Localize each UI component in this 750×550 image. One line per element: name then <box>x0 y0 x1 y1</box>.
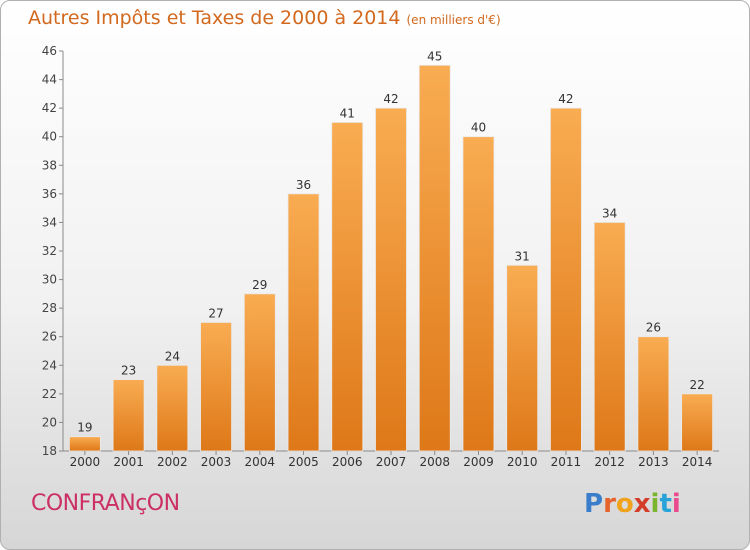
bar-value-label: 36 <box>296 178 311 192</box>
bar <box>375 107 407 452</box>
logo-letter: P <box>584 489 604 519</box>
bar-value-label: 41 <box>340 106 355 120</box>
bar <box>68 436 101 452</box>
commune-name: CONFRANçON <box>31 491 180 516</box>
bar-value-label: 34 <box>602 206 617 220</box>
bar <box>112 379 145 452</box>
x-tick-label: 2001 <box>113 455 144 469</box>
y-tick-label: 36 <box>42 187 57 201</box>
x-tick-label: 2008 <box>419 455 450 469</box>
bar <box>506 264 539 452</box>
y-tick-label: 34 <box>42 215 57 229</box>
bar <box>462 136 495 452</box>
y-tick-label: 30 <box>42 273 57 287</box>
logo-letter: r <box>603 489 616 519</box>
chart-title: Autres Impôts et Taxes de 2000 à 2014 (en… <box>28 7 501 29</box>
y-tick-label: 44 <box>42 73 57 87</box>
y-tick-label: 32 <box>42 244 57 258</box>
bar <box>593 222 626 452</box>
logo-letter: x <box>633 489 651 519</box>
bar <box>418 64 451 452</box>
bar-value-label: 42 <box>383 92 398 106</box>
y-tick-label: 28 <box>42 301 57 315</box>
bar <box>681 393 714 452</box>
bar-value-label: 26 <box>646 321 661 335</box>
bar-value-label: 45 <box>427 49 442 63</box>
y-tick-label: 20 <box>42 415 57 429</box>
logo-letter: o <box>615 489 634 519</box>
x-tick-label: 2013 <box>638 455 669 469</box>
bar-value-label: 40 <box>471 121 486 135</box>
x-tick-label: 2007 <box>376 455 407 469</box>
bar <box>243 293 276 452</box>
bar <box>200 322 232 452</box>
x-tick-label: 2009 <box>463 455 494 469</box>
x-tick-label: 2014 <box>682 455 713 469</box>
chart-subtitle: (en milliers d'€) <box>406 13 501 27</box>
y-tick-label: 38 <box>42 158 57 172</box>
logo-letter: i <box>650 489 660 519</box>
y-tick-label: 40 <box>42 130 57 144</box>
bar-value-label: 42 <box>558 92 573 106</box>
proxiti-logo: Proxiti <box>584 489 681 519</box>
x-tick-label: 2010 <box>507 455 538 469</box>
bar-value-label: 29 <box>252 278 267 292</box>
y-tick-label: 18 <box>42 444 57 458</box>
bar <box>156 364 189 452</box>
y-tick-label: 46 <box>42 44 57 58</box>
y-tick-label: 42 <box>42 101 57 115</box>
x-tick-label: 2003 <box>201 455 232 469</box>
bar-value-label: 22 <box>689 378 704 392</box>
x-tick-label: 2002 <box>157 455 188 469</box>
y-tick-label: 24 <box>42 358 57 372</box>
bar <box>637 336 670 452</box>
y-tick-label: 22 <box>42 387 57 401</box>
bar <box>331 122 364 452</box>
logo-letter: t <box>659 489 672 519</box>
bar <box>550 107 582 452</box>
x-tick-label: 2000 <box>70 455 101 469</box>
x-tick-label: 2011 <box>551 455 582 469</box>
x-tick-label: 2004 <box>245 455 276 469</box>
x-tick-label: 2005 <box>288 455 319 469</box>
y-tick-label: 26 <box>42 330 57 344</box>
bar-value-label: 31 <box>515 249 530 263</box>
bar-value-label: 19 <box>77 421 92 435</box>
x-tick-label: 2012 <box>594 455 625 469</box>
bar-value-label: 27 <box>208 306 223 320</box>
bar-value-label: 23 <box>121 364 136 378</box>
bar-value-label: 24 <box>165 349 180 363</box>
chart-title-text: Autres Impôts et Taxes de 2000 à 2014 <box>28 7 401 29</box>
bar <box>287 193 320 452</box>
x-tick-label: 2006 <box>332 455 363 469</box>
logo-letter: i <box>671 489 681 519</box>
